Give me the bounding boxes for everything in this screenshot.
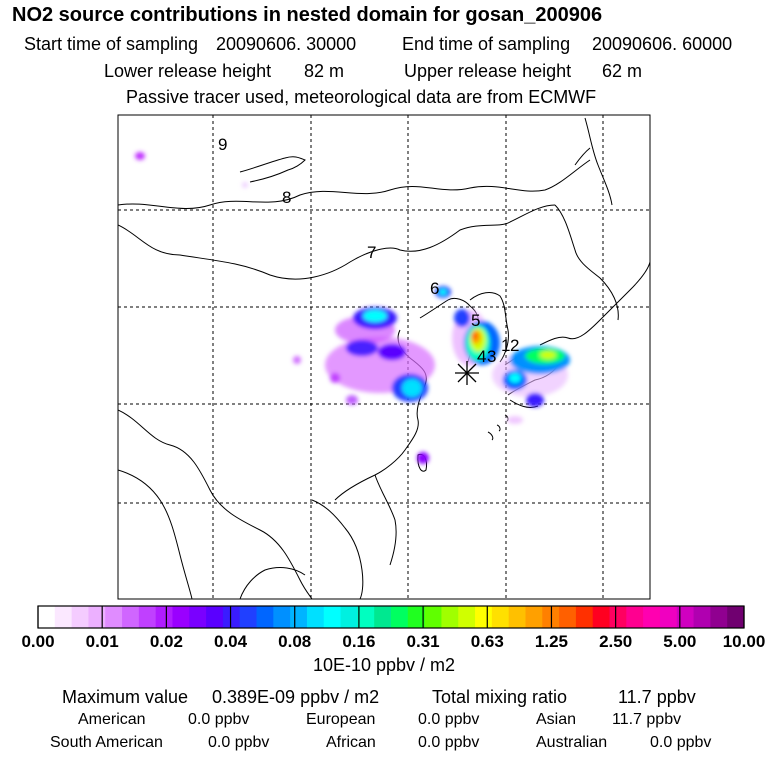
color-scale-cell <box>424 606 442 628</box>
region-name: European <box>306 711 376 728</box>
color-scale-cell <box>222 606 241 628</box>
max-value: 0.389E-09 ppbv / m2 <box>212 687 380 707</box>
trajectory-label: 5 <box>471 311 480 330</box>
upper-height-label: Upper release height <box>404 61 572 81</box>
trajectory-labels: 9 8 7 6 5 4 3 2 1 <box>218 135 519 366</box>
color-scale-cell <box>122 606 140 628</box>
color-scale-cell <box>290 606 308 628</box>
region-value: 0.0 ppbv <box>208 734 270 751</box>
color-scale-tick-label: 1.25 <box>534 632 568 651</box>
color-scale-tick-label: 0.01 <box>85 632 119 651</box>
color-scale-tick-label: 10.00 <box>722 632 766 651</box>
color-scale-cell <box>407 606 426 628</box>
region-name: Asian <box>536 711 577 728</box>
trajectory-label: 2 <box>510 336 519 355</box>
color-scale-cell <box>105 606 123 628</box>
color-scale-cell <box>643 606 661 628</box>
page-title: NO2 source contributions in nested domai… <box>12 4 603 26</box>
colorbar-unit: 10E-10 ppbv / m2 <box>312 655 456 675</box>
region-name: Australian <box>536 734 608 751</box>
start-time-label: Start time of sampling <box>24 34 199 54</box>
color-scale-cell <box>155 606 173 628</box>
color-scale-cell <box>727 606 745 628</box>
color-scale-cell <box>71 606 89 628</box>
color-scale-cell <box>239 606 258 628</box>
color-scale-cell <box>441 606 459 628</box>
region-name: South American <box>50 734 163 751</box>
color-scale-tick-label: 0.04 <box>213 632 248 651</box>
color-scale-cell <box>391 606 409 628</box>
end-time-label: End time of sampling <box>402 34 571 54</box>
map-grid <box>118 115 650 599</box>
color-scale-cell <box>659 606 678 628</box>
tracer-note: Passive tracer used, meteorological data… <box>126 87 597 107</box>
coastlines <box>118 117 650 599</box>
color-scale-cell <box>172 606 190 628</box>
trajectory-label: 9 <box>218 135 227 154</box>
total-mixing-label: Total mixing ratio <box>432 687 568 707</box>
color-scale-tick-label: 0.16 <box>342 632 376 651</box>
color-scale-cell <box>306 606 325 628</box>
end-time-value: 20090606. 60000 <box>592 34 733 54</box>
region-value: 11.7 ppbv <box>612 711 682 728</box>
color-scale-tick-label: 0.02 <box>149 632 183 651</box>
color-scale-cell <box>189 606 207 628</box>
color-scale-cell <box>340 606 358 628</box>
color-scale-tick-label: 5.00 <box>663 632 697 651</box>
trajectory-label: 6 <box>430 279 439 298</box>
color-scale-cell <box>475 606 493 628</box>
map-frame <box>117 114 651 600</box>
total-mixing-value: 11.7 ppbv <box>618 687 696 707</box>
region-value: 0.0 ppbv <box>418 711 480 728</box>
region-value: 0.0 ppbv <box>418 734 480 751</box>
color-scale-cell <box>323 606 342 628</box>
color-scale-cell <box>525 606 543 628</box>
color-scale-tick-label: 0.63 <box>470 632 504 651</box>
color-scale-cell <box>491 606 510 628</box>
color-scale-cell <box>273 606 291 628</box>
start-time-value: 20090606. 30000 <box>216 34 357 54</box>
color-scale-cell <box>374 606 392 628</box>
region-name: African <box>326 734 376 751</box>
lower-height-label: Lower release height <box>104 61 272 81</box>
color-scale-tick-label: 0.00 <box>21 632 55 651</box>
color-scale-tick-label: 0.31 <box>406 632 440 651</box>
color-scale-cell <box>508 606 526 628</box>
color-scale-cell <box>38 606 56 628</box>
color-scale-cell <box>559 606 577 628</box>
color-scale-tick-label: 2.50 <box>599 632 633 651</box>
color-scale-cell <box>458 606 476 628</box>
trajectory-label: 4 <box>477 347 486 366</box>
color-scale-cell <box>676 606 695 628</box>
color-scale-cell <box>138 606 157 628</box>
trajectory-label: 7 <box>367 243 376 262</box>
color-scale-cell <box>626 606 644 628</box>
region-name: American <box>78 711 146 728</box>
upper-height-value: 62 m <box>602 61 643 81</box>
trajectory-label: 1 <box>501 336 510 355</box>
color-scale-cell <box>357 606 375 628</box>
color-scale-cell <box>256 606 274 628</box>
max-value-label: Maximum value <box>62 687 189 707</box>
color-scale-cell <box>693 606 711 628</box>
region-value: 0.0 ppbv <box>650 734 712 751</box>
color-scale-cell <box>710 606 728 628</box>
trajectory-label: 8 <box>282 188 291 207</box>
color-scale-cell <box>206 606 224 628</box>
color-scale-cell <box>592 606 611 628</box>
color-scale-cells <box>38 606 745 628</box>
concentration-field <box>135 152 570 464</box>
color-scale-cell <box>609 606 627 628</box>
trajectory-label: 3 <box>487 347 496 366</box>
color-scale-cell <box>88 606 106 628</box>
region-value: 0.0 ppbv <box>188 711 250 728</box>
color-scale-cell <box>54 606 73 628</box>
star-marker <box>455 361 479 385</box>
color-scale-tick-label: 0.08 <box>278 632 312 651</box>
color-scale-ticks <box>37 606 745 628</box>
color-scale-cell <box>575 606 594 628</box>
lower-height-value: 82 m <box>304 61 345 81</box>
